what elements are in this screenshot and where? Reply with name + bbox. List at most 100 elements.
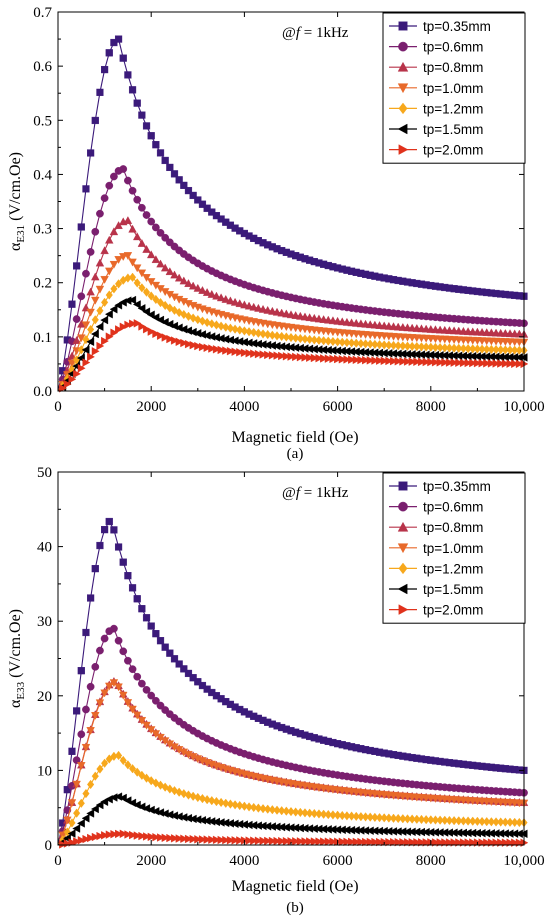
data-point xyxy=(306,334,314,345)
data-point xyxy=(366,339,374,349)
data-point xyxy=(258,304,268,313)
data-point xyxy=(427,357,436,367)
data-point xyxy=(361,339,370,349)
data-point xyxy=(133,672,142,681)
data-point xyxy=(137,304,146,313)
data-point xyxy=(133,831,142,840)
data-point xyxy=(268,330,276,340)
annotation-variable: f xyxy=(296,25,302,41)
y-tick-label: 0.2 xyxy=(33,276,52,292)
data-point xyxy=(487,817,495,827)
data-point xyxy=(315,353,324,363)
data-point xyxy=(506,359,515,368)
data-point xyxy=(138,322,147,331)
data-point xyxy=(487,359,496,368)
legend-item: tp=0.6mm xyxy=(389,500,483,515)
data-point xyxy=(132,232,142,241)
data-point xyxy=(394,837,403,847)
data-point xyxy=(118,691,128,700)
data-point xyxy=(170,336,179,345)
data-point xyxy=(189,191,197,200)
data-point xyxy=(478,344,486,354)
data-point xyxy=(142,287,151,297)
legend-marker xyxy=(398,562,408,575)
data-point xyxy=(101,297,109,308)
data-point xyxy=(306,808,314,818)
data-point xyxy=(357,812,365,822)
legend-item: tp=2.0mm xyxy=(389,603,483,618)
data-point xyxy=(427,342,435,352)
data-point xyxy=(124,320,133,330)
data-point xyxy=(254,328,262,338)
data-point xyxy=(72,756,81,765)
data-point xyxy=(310,353,319,363)
data-point xyxy=(250,836,259,845)
data-point xyxy=(96,541,104,550)
legend-item: tp=1.0mm xyxy=(389,81,483,96)
data-point xyxy=(301,353,310,362)
data-point xyxy=(287,332,295,343)
data-point xyxy=(506,817,514,827)
data-point xyxy=(124,830,133,839)
data-point xyxy=(68,818,76,828)
data-point xyxy=(343,811,351,821)
data-point xyxy=(101,831,109,840)
data-point xyxy=(156,331,165,340)
data-point xyxy=(133,319,142,328)
data-point xyxy=(115,279,123,289)
legend-label: tp=1.2mm xyxy=(423,101,483,116)
data-point xyxy=(389,837,398,847)
data-point xyxy=(109,227,119,236)
data-point xyxy=(59,384,67,393)
data-point xyxy=(67,359,77,368)
data-point xyxy=(273,805,281,815)
data-point xyxy=(81,743,91,752)
data-point xyxy=(72,780,81,789)
series-tp=0.35mm xyxy=(57,35,528,392)
data-point xyxy=(161,833,170,843)
series-tp=0.8mm xyxy=(57,216,529,392)
data-point xyxy=(221,294,231,303)
data-point xyxy=(179,276,189,285)
data-point xyxy=(156,833,165,842)
data-point xyxy=(143,324,151,334)
data-point xyxy=(352,811,360,822)
data-point xyxy=(81,321,91,330)
data-point xyxy=(63,816,72,825)
data-point xyxy=(278,331,286,342)
data-point xyxy=(375,340,384,350)
data-point xyxy=(110,624,118,633)
data-point xyxy=(175,176,183,184)
annotation-prefix: @ xyxy=(282,25,296,41)
data-point xyxy=(115,750,123,761)
data-point xyxy=(315,335,323,345)
data-point xyxy=(180,789,188,799)
series-tp=1.0mm xyxy=(57,252,529,392)
data-point xyxy=(129,830,137,840)
y-axis-title-subscript: E31 xyxy=(15,225,27,243)
data-point xyxy=(96,209,104,218)
legend-item: tp=0.6mm xyxy=(389,40,483,55)
data-point xyxy=(385,813,393,823)
data-point xyxy=(208,319,216,329)
data-point xyxy=(399,341,407,351)
y-axis-title-symbol: α xyxy=(7,699,24,708)
data-point xyxy=(180,665,188,673)
data-point xyxy=(189,340,198,350)
data-point xyxy=(104,309,113,319)
data-point xyxy=(264,329,272,340)
data-point xyxy=(203,795,211,805)
data-point xyxy=(114,636,123,645)
data-point xyxy=(287,806,295,817)
data-point xyxy=(459,816,467,826)
data-point xyxy=(86,287,95,296)
x-tick-label: 10,000 xyxy=(503,399,544,415)
data-point xyxy=(129,319,137,328)
data-point xyxy=(352,355,361,365)
data-point xyxy=(282,806,290,816)
y-tick-label: 0 xyxy=(45,838,53,854)
data-point xyxy=(492,359,501,368)
data-point xyxy=(459,358,468,368)
data-point xyxy=(119,558,127,566)
data-point xyxy=(212,796,221,807)
